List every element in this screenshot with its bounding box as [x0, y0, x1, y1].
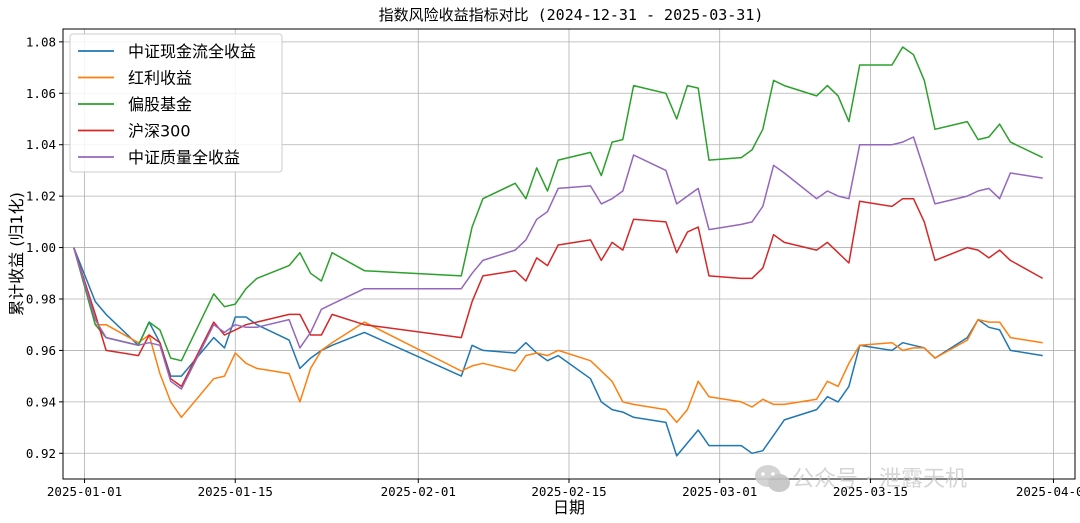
- y-tick-label: 1.00: [26, 240, 56, 255]
- chart-title: 指数风险收益指标对比 (2024-12-31 - 2025-03-31): [379, 6, 764, 24]
- x-tick-label: 2025-04-01: [1016, 484, 1080, 499]
- x-axis-ticks: 2025-01-01 2025-01-15 2025-02-01 2025-02-15…: [47, 479, 1080, 499]
- legend-label: 中证质量全收益: [128, 148, 240, 167]
- x-tick-label: 2025-02-01: [381, 484, 456, 499]
- series-line-0: [73, 247, 1043, 457]
- x-axis-label: 日期: [553, 498, 585, 517]
- series-line-1: [73, 247, 1043, 424]
- legend-label: 红利收益: [128, 69, 192, 88]
- x-tick-label: 2025-03-01: [682, 484, 757, 499]
- y-tick-label: 0.96: [26, 343, 56, 358]
- y-tick-label: 1.02: [26, 189, 56, 204]
- watermark-text: 公众号 · 泄露天机: [792, 467, 967, 492]
- wechat-icon: [755, 465, 790, 492]
- x-tick-label: 2025-02-15: [531, 484, 606, 499]
- grid: [63, 29, 1075, 479]
- series-lines: [73, 46, 1044, 457]
- series-line-4: [73, 136, 1043, 390]
- x-tick-label: 2025-01-15: [198, 484, 273, 499]
- series-line-2: [73, 46, 1044, 362]
- y-tick-label: 1.06: [26, 86, 56, 101]
- legend-label: 沪深300: [128, 122, 191, 141]
- watermark: 公众号 · 泄露天机: [755, 465, 967, 492]
- x-tick-label: 2025-01-01: [47, 484, 122, 499]
- y-tick-label: 0.98: [26, 292, 56, 307]
- legend-label: 偏股基金: [128, 95, 192, 114]
- y-axis-ticks: 0.92 0.94 0.96 0.98 1.00 1.02 1.04 1.06 1.08: [26, 34, 63, 461]
- y-tick-label: 1.04: [26, 137, 56, 152]
- y-axis-label: 累计收益 (归1化): [7, 192, 26, 316]
- y-tick-label: 0.94: [26, 394, 56, 409]
- x-tick-label: 2025-03-15: [833, 484, 908, 499]
- series-line-3: [73, 197, 1044, 388]
- y-tick-label: 0.92: [26, 446, 56, 461]
- legend-label: 中证现金流全收益: [128, 42, 256, 61]
- y-tick-label: 1.08: [26, 34, 56, 49]
- legend-box: [69, 33, 283, 173]
